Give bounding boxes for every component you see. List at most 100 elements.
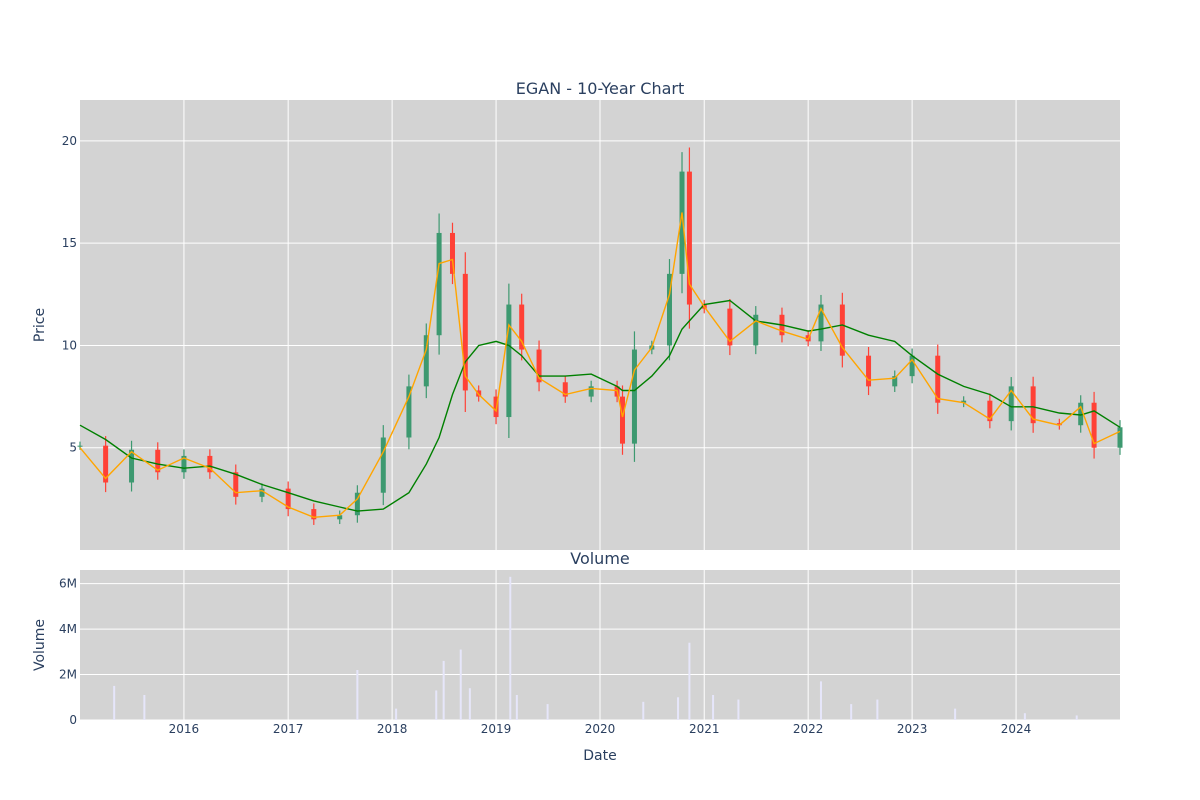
volume-bar <box>737 699 740 720</box>
candle-body <box>1056 423 1062 426</box>
volume-bar <box>468 688 471 720</box>
volume-bars <box>113 576 1078 720</box>
price-y-axis-title: Price <box>32 308 48 342</box>
volume-bar <box>712 695 715 720</box>
candle-body <box>423 335 429 387</box>
volume-bar <box>876 699 879 720</box>
volume-gridlines <box>80 570 1120 721</box>
short-moving-average-line <box>79 212 1121 519</box>
candle-body <box>354 492 360 516</box>
candle-body <box>380 437 386 493</box>
candle-body <box>233 472 239 497</box>
candle-body <box>519 304 525 350</box>
price-y-tick-label: 15 <box>62 236 77 250</box>
candle-body <box>155 449 161 473</box>
volume-y-tick-label: 4M <box>59 622 77 636</box>
volume-bar <box>688 642 691 720</box>
candle-body <box>449 232 455 274</box>
volume-bar <box>435 690 438 720</box>
volume-bar <box>850 704 853 720</box>
candle-body <box>1091 402 1097 448</box>
volume-bar <box>356 670 359 720</box>
date-x-axis-title: Date <box>583 748 616 764</box>
candle-body <box>207 455 213 473</box>
candle-body <box>686 171 692 305</box>
price-gridlines <box>80 100 1120 550</box>
candle-body <box>631 349 637 444</box>
candle-body <box>103 445 109 483</box>
price-panel: 5 10 15 20 EGAN - 10-Year Chart Price <box>32 79 1123 550</box>
x-tick-label: 2024 <box>1001 722 1032 736</box>
candle-body <box>562 382 568 397</box>
chart-title: EGAN - 10-Year Chart <box>516 79 685 98</box>
price-y-tick-label: 20 <box>62 134 77 148</box>
price-y-tick-labels: 5 10 15 20 <box>62 134 77 455</box>
volume-bar <box>546 704 549 720</box>
candle-body <box>961 400 967 403</box>
date-x-tick-labels: 2016 2017 2018 2019 2020 2021 2022 2023 2024 <box>169 722 1032 736</box>
volume-bar <box>395 708 398 720</box>
candle-body <box>909 355 915 377</box>
volume-bar <box>1075 715 1078 720</box>
candle-body <box>285 488 291 510</box>
volume-bar <box>819 681 822 720</box>
volume-subplot-title: Volume <box>570 549 630 568</box>
candle-body <box>753 314 759 346</box>
price-y-tick-label: 5 <box>69 441 77 455</box>
candle-body <box>818 304 824 342</box>
candle-body <box>77 445 83 447</box>
volume-bar <box>677 697 680 720</box>
x-tick-label: 2016 <box>169 722 200 736</box>
candle-body <box>588 386 594 397</box>
volume-bar <box>143 695 146 720</box>
candle-body <box>337 515 343 520</box>
candle-body <box>1117 427 1123 448</box>
x-tick-label: 2023 <box>897 722 928 736</box>
candle-body <box>462 273 468 391</box>
candle-body <box>987 400 993 422</box>
candle-body <box>406 386 412 438</box>
candle-body <box>536 349 542 383</box>
volume-bar <box>509 576 512 720</box>
volume-y-tick-labels: 0 2M 4M 6M <box>59 577 77 727</box>
x-tick-label: 2019 <box>481 722 512 736</box>
volume-bar <box>1023 713 1026 720</box>
candle-body <box>506 304 512 418</box>
x-tick-label: 2017 <box>273 722 304 736</box>
x-tick-label: 2021 <box>689 722 720 736</box>
price-candlesticks <box>77 147 1123 525</box>
candle-body <box>181 455 187 473</box>
candle-body <box>727 308 733 346</box>
candle-body <box>839 304 845 356</box>
x-tick-label: 2018 <box>377 722 408 736</box>
candle-body <box>436 232 442 336</box>
price-y-tick-label: 10 <box>62 338 77 352</box>
candle-body <box>1030 386 1036 424</box>
volume-y-tick-label: 6M <box>59 577 77 591</box>
candle-body <box>1078 402 1084 426</box>
volume-y-axis-title: Volume <box>32 619 48 671</box>
volume-y-tick-label: 2M <box>59 668 77 682</box>
volume-bar <box>459 649 462 720</box>
candle-body <box>679 171 685 274</box>
candle-body <box>1008 386 1014 422</box>
candle-body <box>935 355 941 403</box>
candle-body <box>892 376 898 387</box>
x-tick-label: 2020 <box>585 722 616 736</box>
candle-body <box>866 355 872 387</box>
volume-bar <box>642 701 645 720</box>
candle-body <box>619 396 625 444</box>
volume-bar <box>442 660 445 720</box>
volume-bar <box>954 708 957 720</box>
volume-bar <box>515 695 518 720</box>
candle-body <box>311 509 317 520</box>
volume-bar <box>113 685 116 720</box>
candle-body <box>666 273 672 346</box>
x-tick-label: 2022 <box>793 722 824 736</box>
long-moving-average-line <box>79 299 1121 512</box>
candle-body <box>129 449 135 483</box>
volume-y-tick-label: 0 <box>69 713 77 727</box>
candle-body <box>259 488 265 497</box>
